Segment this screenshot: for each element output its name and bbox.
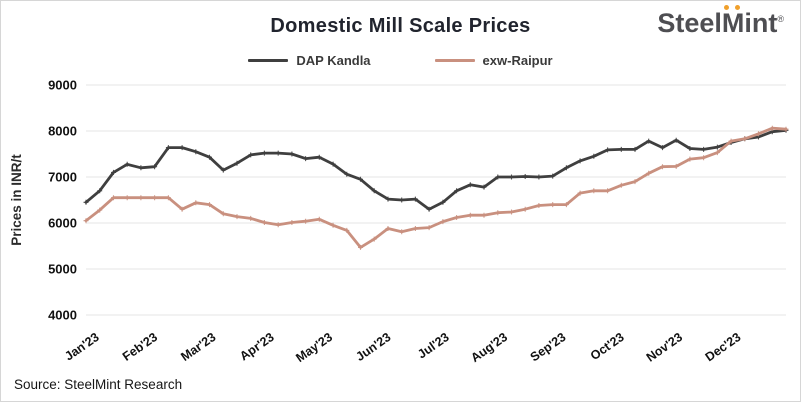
x-tick-label: Jun'23 [353, 330, 393, 364]
x-axis-tick-labels: Jan'23 Feb'23 Mar'23 Apr'23 May'23 Jun'23 Jul'… [62, 330, 743, 365]
legend-item-dap-kandla: DAP Kandla [248, 53, 371, 68]
legend-item-exw-raipur: exw-Raipur [434, 53, 553, 68]
source-note: Source: SteelMint Research [14, 377, 183, 392]
y-tick-label: 7000 [48, 170, 77, 185]
y-tick-label: 9000 [48, 78, 77, 93]
x-tick-label: Nov'23 [644, 330, 685, 365]
logo-orange-dot [734, 5, 740, 10]
y-tick-label: 4000 [48, 308, 77, 323]
x-tick-label: Dec'23 [703, 330, 744, 364]
series-line-exw-raipur [84, 126, 788, 249]
legend-label-dap-kandla: DAP Kandla [296, 53, 371, 68]
x-tick-label: Feb'23 [120, 330, 160, 364]
y-tick-label: 5000 [48, 262, 77, 277]
logo-orange-dot [723, 5, 729, 10]
series-line-dap-kandla [84, 128, 788, 211]
chart-legend: DAP Kandla exw-Raipur [1, 53, 800, 68]
logo-text-steel: Steel [657, 8, 722, 38]
y-axis-title: Prices in INR/t [9, 154, 24, 246]
legend-swatch-exw-raipur [434, 59, 475, 62]
steelmint-logo: Steel Mint® [657, 5, 784, 39]
x-tick-label: Oct'23 [588, 330, 627, 363]
logo-m-with-dots: M [721, 5, 745, 39]
x-tick-label: May'23 [293, 330, 335, 365]
y-tick-label: 6000 [48, 216, 77, 231]
x-tick-label: Apr'23 [237, 330, 277, 364]
series-markers-dap-kandla [83, 127, 789, 212]
chart-title: Domestic Mill Scale Prices [270, 15, 531, 37]
logo-text-m: M [721, 8, 745, 38]
legend-swatch-dap-kandla [248, 59, 289, 62]
legend-label-exw-raipur: exw-Raipur [482, 53, 553, 68]
x-tick-label: Jan'23 [62, 330, 102, 364]
x-tick-label: Mar'23 [178, 330, 218, 364]
gridlines [86, 84, 786, 316]
x-tick-label: Aug'23 [468, 330, 510, 365]
y-axis-tick-labels: 4000 5000 6000 7000 8000 9000 [48, 78, 77, 323]
y-tick-label: 8000 [48, 124, 77, 139]
registered-trademark-icon: ® [777, 14, 784, 24]
series-markers-exw-raipur [83, 125, 789, 250]
x-tick-label: Jul'23 [415, 330, 452, 362]
x-tick-label: Sep'23 [528, 330, 569, 364]
logo-text-int: int [744, 8, 778, 38]
